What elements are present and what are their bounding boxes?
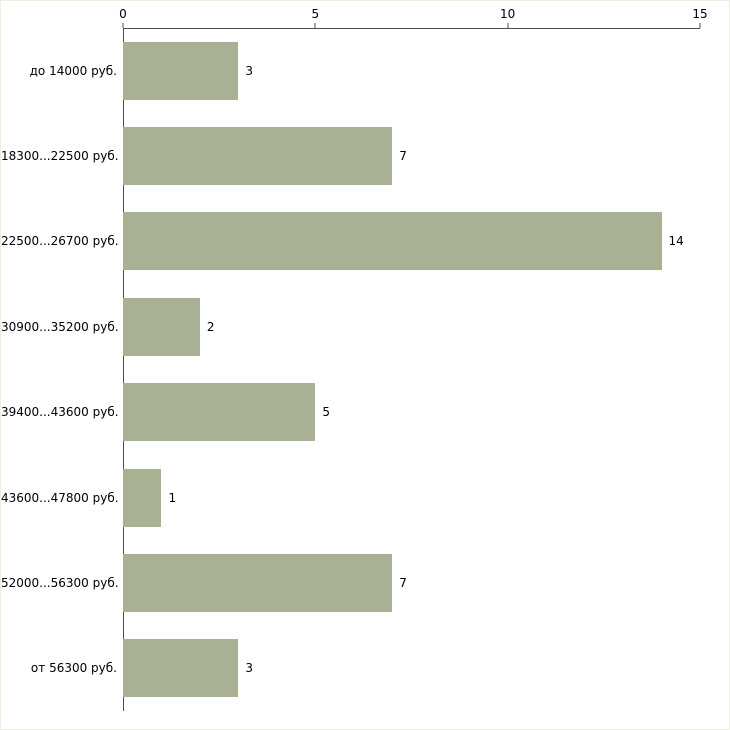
category-label: 30900...35200 руб. <box>1 319 119 334</box>
bar-track: 3 <box>123 28 700 113</box>
bar-track: 7 <box>123 113 700 198</box>
chart-row: до 14000 руб. 3 <box>1 28 700 113</box>
plot-area: до 14000 руб. 3 18300...22500 руб. 7 22500..… <box>1 28 700 711</box>
bar <box>123 297 200 356</box>
x-tick-mark <box>122 23 124 28</box>
y-axis-line <box>123 28 124 711</box>
bar-track: 1 <box>123 455 700 540</box>
chart-row: от 56300 руб. 3 <box>1 626 700 711</box>
bar-track: 3 <box>123 626 700 711</box>
category-label: 22500...26700 руб. <box>1 234 119 249</box>
value-label: 3 <box>245 661 254 676</box>
bar <box>123 383 316 442</box>
category-label: 39400...43600 руб. <box>1 405 119 420</box>
x-tick-label: 15 <box>692 7 708 21</box>
bar-track: 14 <box>123 199 700 284</box>
value-label: 3 <box>245 63 254 78</box>
bar <box>123 468 162 527</box>
chart-row: 30900...35200 руб. 2 <box>1 284 700 369</box>
value-label: 5 <box>322 405 330 420</box>
bar <box>123 41 239 100</box>
chart-row: 18300...22500 руб. 7 <box>1 113 700 198</box>
value-label: 1 <box>168 490 177 505</box>
value-label: 14 <box>668 234 684 249</box>
x-tick-mark <box>507 23 509 28</box>
x-tick-label: 5 <box>311 7 320 21</box>
category-label: 52000...56300 руб. <box>1 575 119 590</box>
bar-track: 2 <box>123 284 700 369</box>
bar <box>123 127 393 186</box>
category-label: от 56300 руб. <box>30 661 117 676</box>
x-tick-mark <box>699 23 701 28</box>
value-label: 7 <box>399 149 407 164</box>
x-tick-label: 10 <box>500 7 516 21</box>
bar <box>123 553 393 612</box>
chart-row: 22500...26700 руб. 14 <box>1 199 700 284</box>
chart-row: 43600...47800 руб. 1 <box>1 455 700 540</box>
x-axis: 0 5 10 15 <box>119 1 708 28</box>
value-label: 2 <box>206 319 215 334</box>
bar-track: 5 <box>123 370 700 455</box>
x-tick-mark <box>314 23 316 28</box>
category-label: 43600...47800 руб. <box>1 490 119 505</box>
chart-row: 39400...43600 руб. 5 <box>1 370 700 455</box>
category-label: до 14000 руб. <box>29 63 117 78</box>
bar-track: 7 <box>123 540 700 625</box>
bar <box>123 639 239 698</box>
value-label: 7 <box>399 575 407 590</box>
x-axis-line <box>123 28 700 29</box>
bar <box>123 212 662 271</box>
chart-row: 52000...56300 руб. 7 <box>1 540 700 625</box>
x-tick-label: 0 <box>119 7 127 21</box>
category-label: 18300...22500 руб. <box>1 149 119 164</box>
